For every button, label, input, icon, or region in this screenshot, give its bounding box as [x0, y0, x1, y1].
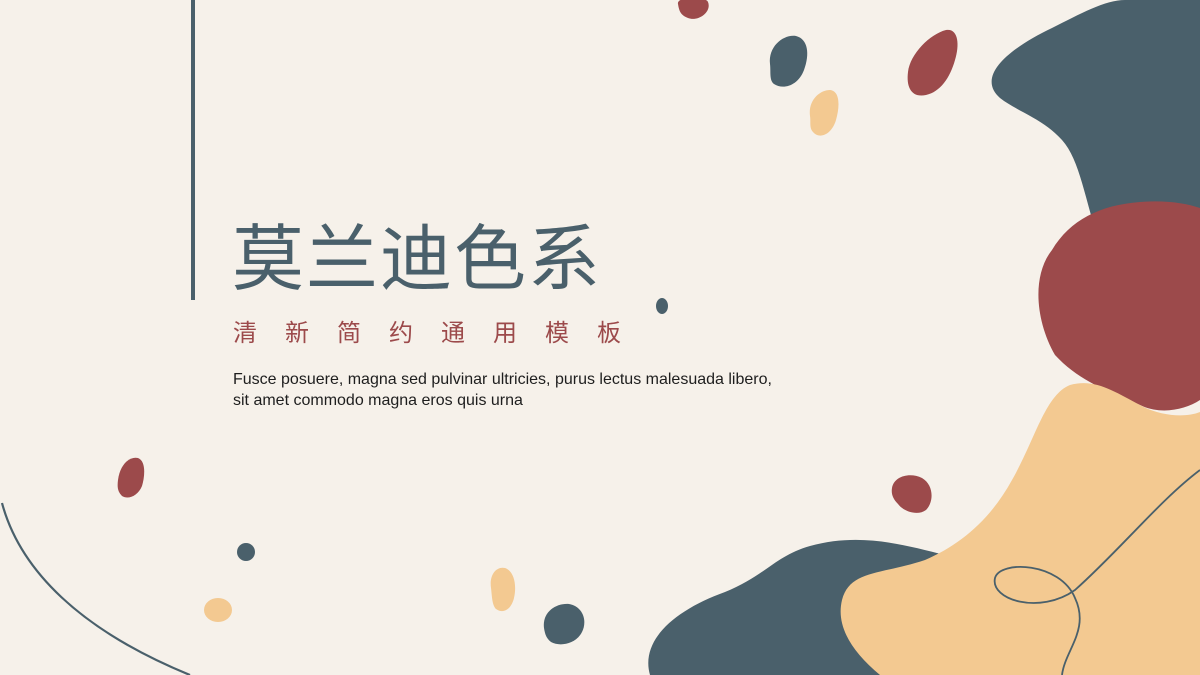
- accent-vertical-line: [191, 0, 195, 300]
- pebble-slate-bottom: [543, 603, 585, 645]
- pebble-brick-top-right: [907, 29, 958, 96]
- pebble-brick-right: [891, 475, 932, 513]
- top-right-slate-blob: [991, 0, 1200, 245]
- pebble-slate-top: [769, 35, 808, 87]
- pebble-peach-top: [809, 90, 839, 136]
- pebble-peach-left: [204, 598, 232, 622]
- pebble-brick-left: [117, 457, 145, 498]
- slide-subtitle: 清新简约通用模板: [233, 319, 649, 347]
- slide-title: 莫兰迪色系: [232, 217, 603, 301]
- right-brick-blob: [1038, 201, 1200, 411]
- dot-slate-left: [237, 543, 255, 561]
- dot-slate-center: [656, 298, 668, 314]
- slide-body-text: Fusce posuere, magna sed pulvinar ultric…: [233, 371, 772, 409]
- pebble-brick-top: [677, 0, 709, 19]
- loop-line: [994, 469, 1200, 675]
- pebble-peach-center: [490, 567, 516, 612]
- bottom-right-peach-blob: [840, 383, 1200, 675]
- bottom-left-curve: [0, 502, 191, 675]
